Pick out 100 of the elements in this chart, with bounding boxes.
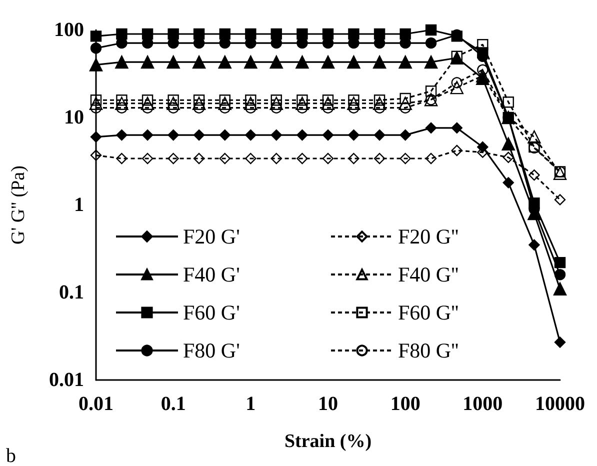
point: [372, 96, 386, 110]
point: [140, 55, 154, 69]
point: [245, 152, 256, 164]
y-tick-label: 1: [74, 194, 84, 216]
point: [348, 94, 360, 106]
point: [296, 96, 309, 110]
point: [116, 94, 128, 106]
point: [168, 129, 179, 141]
point: [424, 55, 438, 69]
point: [347, 55, 360, 69]
point: [296, 55, 309, 69]
y-tick-label: 100: [54, 19, 84, 41]
legend-label: F60 G': [183, 300, 240, 324]
x-tick-label: 1: [246, 393, 256, 415]
point: [348, 152, 360, 164]
point: [140, 96, 154, 110]
point: [451, 77, 462, 88]
x-tick-label: 0.1: [160, 393, 186, 415]
point: [347, 96, 360, 110]
point: [245, 94, 256, 106]
point: [89, 96, 103, 110]
point: [553, 282, 567, 296]
legend-label: F80 G'': [398, 338, 459, 362]
point: [90, 42, 102, 54]
point: [270, 94, 282, 106]
legend-label: F20 G': [183, 224, 240, 248]
point: [348, 129, 360, 141]
legend-label: F20 G'': [398, 224, 459, 248]
legend-label: F60 G'': [398, 300, 459, 324]
legend-label: F40 G': [183, 262, 240, 286]
point: [90, 131, 102, 143]
point: [400, 129, 411, 141]
point: [450, 80, 464, 94]
x-tick-label: 0.01: [78, 393, 114, 415]
point: [322, 94, 334, 106]
point: [245, 129, 256, 141]
point: [296, 28, 308, 40]
point: [528, 130, 541, 144]
point: [90, 150, 102, 161]
point: [192, 96, 206, 110]
point: [270, 96, 283, 110]
point: [425, 24, 437, 36]
point: [321, 96, 335, 110]
point: [270, 129, 282, 141]
point: [554, 194, 566, 206]
legend-label: F40 G'': [398, 262, 459, 286]
point: [425, 86, 437, 97]
point: [244, 55, 258, 69]
point: [296, 152, 308, 164]
point: [192, 55, 206, 69]
point: [219, 152, 230, 164]
point: [116, 28, 128, 40]
point: [296, 129, 308, 141]
point: [270, 55, 283, 69]
y-tick-label: 0.01: [49, 369, 84, 391]
point: [374, 94, 386, 106]
point: [321, 55, 335, 69]
point: [90, 94, 102, 106]
point: [477, 64, 488, 76]
point: [168, 28, 179, 40]
point: [502, 177, 514, 188]
point: [528, 169, 540, 181]
point: [322, 129, 334, 141]
point: [166, 55, 180, 69]
point: [348, 28, 360, 40]
point: [168, 94, 179, 106]
point: [451, 50, 462, 62]
point: [372, 55, 386, 69]
y-tick-label: 10: [64, 106, 84, 128]
point: [398, 55, 412, 69]
point: [502, 96, 514, 108]
point: [451, 122, 462, 134]
point: [398, 96, 412, 110]
point: [193, 129, 205, 141]
point: [166, 96, 180, 110]
point: [554, 336, 566, 348]
point: [270, 152, 282, 164]
point: [476, 69, 490, 82]
x-tick-label: 1000: [462, 393, 503, 415]
legend-label: F80 G': [183, 338, 240, 362]
point: [553, 166, 567, 180]
x-tick-label: 10: [318, 393, 338, 415]
point: [89, 58, 103, 72]
point: [218, 55, 232, 69]
point: [116, 152, 128, 164]
x-tick-label: 10000: [535, 393, 585, 415]
point: [219, 129, 230, 141]
point: [142, 94, 154, 106]
text: b: [6, 445, 16, 466]
point: [528, 239, 540, 250]
point: [502, 152, 514, 163]
point: [115, 55, 128, 69]
point: [142, 152, 154, 164]
point: [400, 92, 411, 104]
point: [219, 94, 230, 106]
point: [374, 152, 386, 164]
point: [400, 28, 411, 40]
point: [502, 137, 515, 150]
point: [322, 152, 334, 164]
x-tick-label: 100: [390, 393, 420, 415]
